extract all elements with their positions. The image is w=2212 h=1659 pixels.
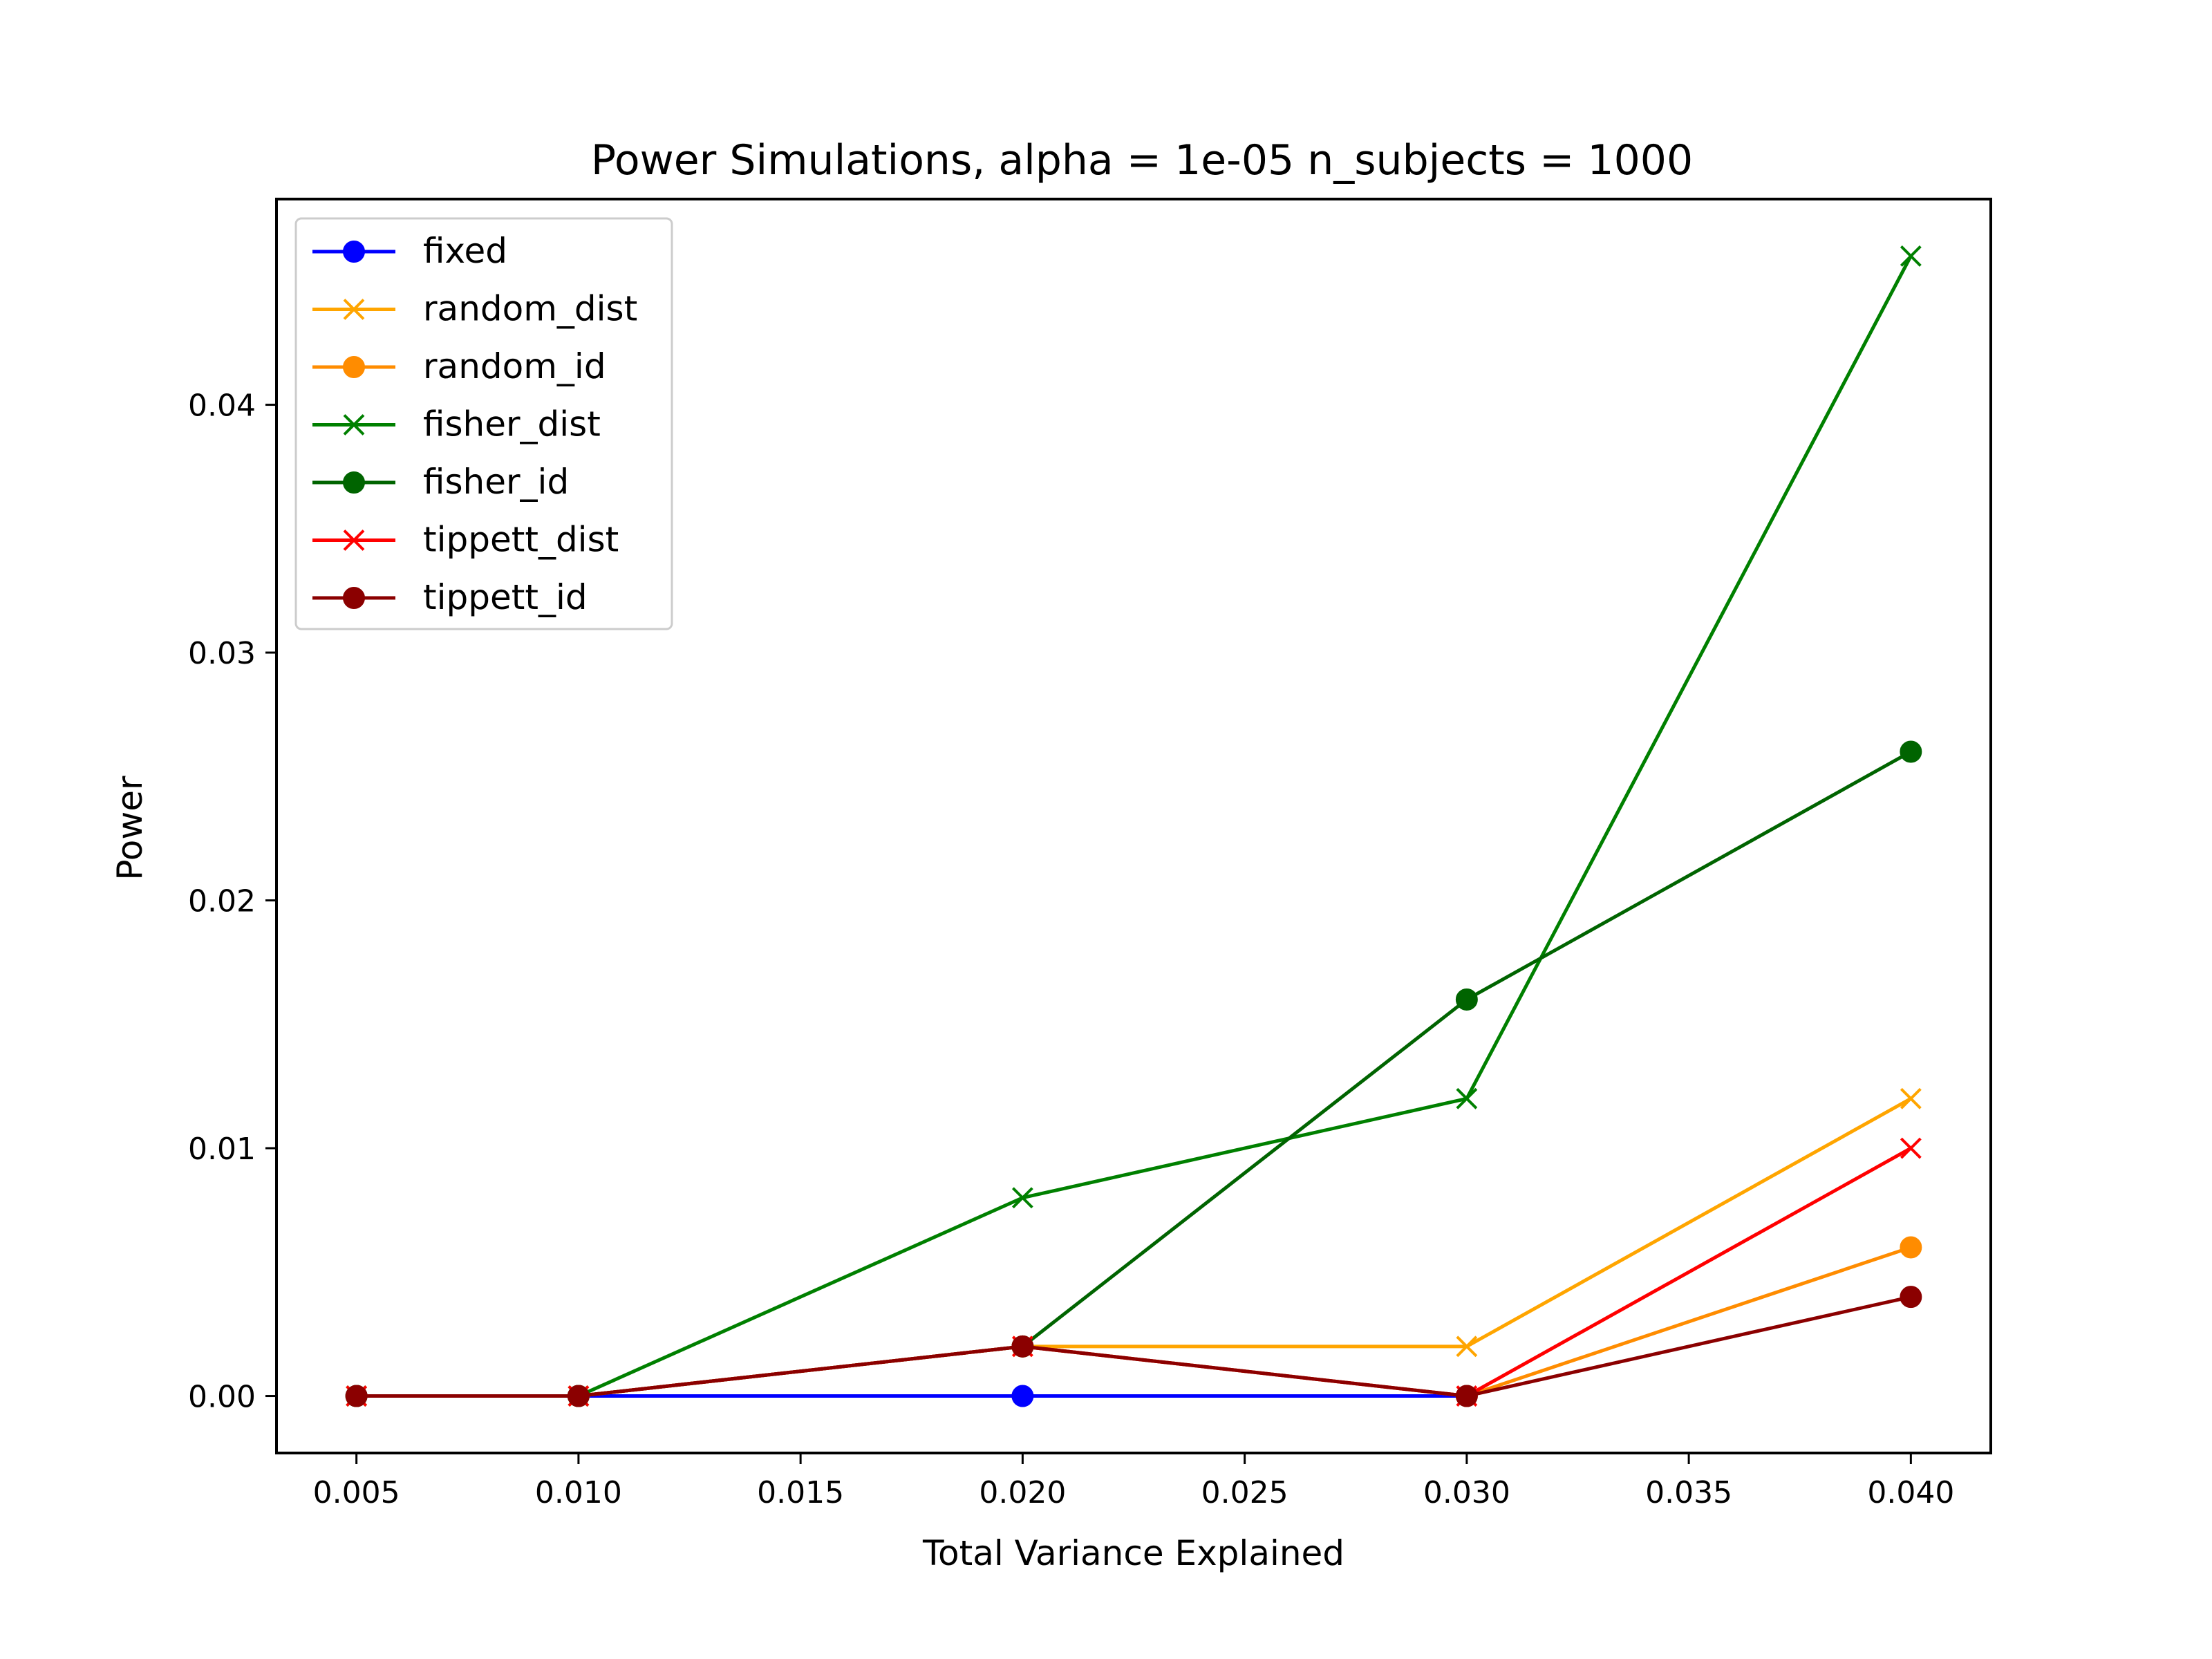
data-point-tippett-id (1900, 1286, 1922, 1309)
x-axis-label: Total Variance Explained (922, 1533, 1344, 1573)
x-axis: 0.005 0.010 0.015 0.020 0.025 0.030 0.035 0.040 (313, 1453, 1954, 1510)
data-point-tippett-id (1011, 1335, 1034, 1358)
legend-marker-fixed (343, 241, 365, 263)
legend-label: fisher_id (423, 462, 569, 502)
legend-entries: fixed random_dist random_id fisher_distfish… (312, 231, 637, 617)
legend-entry-fisher-dist: fisher_dist (312, 404, 601, 444)
legend-label: tippett_dist (423, 520, 619, 560)
data-point-random-dist (1900, 1087, 1922, 1109)
y-axis: 0.00 0.01 0.02 0.03 0.04 (188, 388, 276, 1415)
series-layer (345, 245, 1922, 1407)
x-tick-label: 0.025 (1201, 1475, 1288, 1510)
legend-entry-tippett-dist: tippett_dist (312, 520, 619, 560)
data-point-random-dist (1456, 1335, 1478, 1358)
x-tick-label: 0.005 (313, 1475, 400, 1510)
chart-title: Power Simulations, alpha = 1e-05 n_subje… (591, 136, 1693, 185)
legend-entry-tippett-id: tippett_id (312, 577, 588, 617)
legend-label: fisher_dist (423, 404, 601, 444)
y-axis-label: Power (110, 776, 150, 881)
x-tick-label: 0.035 (1645, 1475, 1732, 1510)
data-point-fisher-dist (1900, 245, 1922, 267)
legend-entry-random-dist: random_dist (312, 289, 637, 329)
y-tick-label: 0.04 (188, 388, 256, 424)
legend-marker-random-dist (343, 299, 365, 320)
data-point-fisher-dist (1011, 1187, 1033, 1209)
legend-label: fixed (423, 231, 507, 271)
data-point-tippett-id (345, 1385, 368, 1407)
legend-frame (294, 217, 673, 630)
legend-marker-tippett-id (343, 587, 365, 609)
legend-entry-fisher-id: fisher_id (312, 462, 569, 502)
data-point-tippett-id (1455, 1385, 1478, 1407)
data-point-fisher-dist (1456, 1087, 1478, 1109)
legend-marker-fisher-dist (343, 414, 365, 435)
data-point-tippett-dist (1900, 1137, 1922, 1159)
data-point-fixed (1011, 1385, 1034, 1407)
legend: fixed random_dist random_id fisher_distfish… (294, 217, 673, 630)
data-point-random-id (1900, 1236, 1922, 1259)
legend-entry-fixed: fixed (312, 231, 507, 271)
x-tick-label: 0.020 (979, 1475, 1066, 1510)
legend-label: tippett_id (423, 577, 588, 617)
legend-label: random_dist (423, 289, 637, 329)
y-tick-label: 0.01 (188, 1132, 256, 1167)
data-point-fisher-id (1900, 740, 1922, 763)
plot-frame (275, 198, 1992, 1454)
x-tick-label: 0.015 (757, 1475, 844, 1510)
legend-entry-random-id: random_id (312, 346, 606, 386)
x-tick-label: 0.030 (1423, 1475, 1510, 1510)
data-point-fisher-id (1455, 988, 1478, 1011)
x-tick-label: 0.010 (535, 1475, 622, 1510)
series-tippett-id (345, 1286, 1922, 1407)
legend-marker-tippett-dist (343, 529, 365, 551)
legend-marker-fisher-id (343, 471, 365, 494)
legend-label: random_id (423, 346, 606, 386)
y-tick-label: 0.00 (188, 1380, 256, 1415)
x-tick-label: 0.040 (1867, 1475, 1954, 1510)
legend-marker-random-id (343, 356, 365, 378)
y-tick-label: 0.02 (188, 884, 256, 919)
data-point-tippett-id (567, 1385, 590, 1407)
y-tick-label: 0.03 (188, 636, 256, 671)
